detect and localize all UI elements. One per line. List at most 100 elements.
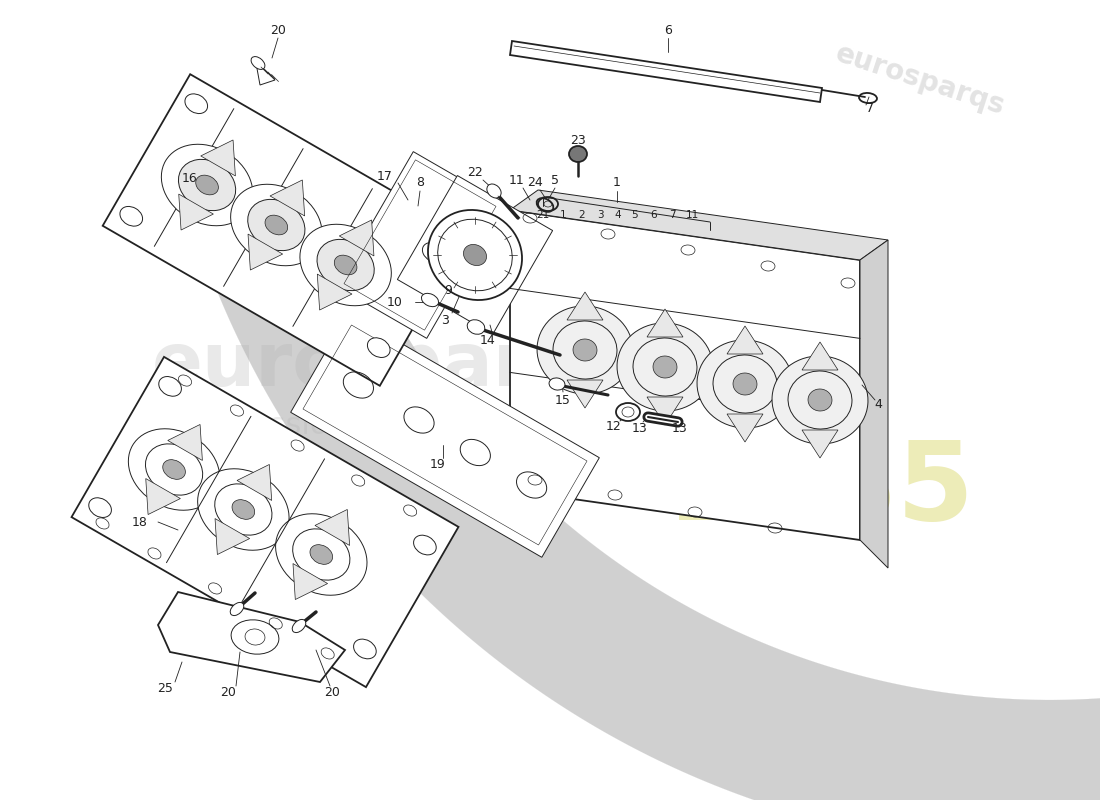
Text: eurosparqs: eurosparqs [832,39,1009,121]
Polygon shape [510,210,860,540]
Text: 12: 12 [606,419,621,433]
Ellipse shape [733,373,757,395]
Ellipse shape [549,378,565,390]
Ellipse shape [310,545,332,564]
Ellipse shape [414,535,437,555]
Polygon shape [315,510,350,546]
Text: 20: 20 [324,686,340,699]
Ellipse shape [265,215,288,235]
Text: 2: 2 [579,210,585,220]
Ellipse shape [468,320,485,334]
Ellipse shape [421,294,439,306]
Polygon shape [802,342,838,370]
Ellipse shape [463,245,486,266]
Ellipse shape [334,255,356,275]
Polygon shape [339,220,374,256]
Text: 7: 7 [866,102,874,114]
Text: 10: 10 [387,295,403,309]
Polygon shape [293,563,328,599]
Ellipse shape [573,339,597,361]
Polygon shape [317,274,352,310]
Text: 1: 1 [560,210,566,220]
Polygon shape [178,194,213,230]
Polygon shape [270,180,305,216]
Text: 13: 13 [672,422,688,435]
Text: eurosparqs: eurosparqs [152,329,628,402]
Polygon shape [336,152,504,338]
Text: 17: 17 [377,170,393,182]
Ellipse shape [129,429,220,510]
Ellipse shape [808,389,832,411]
Ellipse shape [353,639,376,658]
Ellipse shape [569,146,587,162]
Ellipse shape [317,239,374,290]
Polygon shape [256,63,275,85]
Ellipse shape [428,210,522,300]
Polygon shape [236,465,272,501]
Ellipse shape [276,514,367,595]
Text: 3: 3 [596,210,603,220]
Ellipse shape [89,498,111,518]
Ellipse shape [178,159,235,210]
Ellipse shape [293,619,306,633]
Text: 18: 18 [132,515,147,529]
Ellipse shape [120,206,143,226]
Polygon shape [727,326,763,354]
Ellipse shape [231,620,279,654]
Text: 4: 4 [874,398,882,411]
Text: 24: 24 [527,177,543,190]
Ellipse shape [367,338,390,358]
Ellipse shape [248,199,305,250]
Text: 16: 16 [183,171,198,185]
Text: 8: 8 [416,177,424,190]
Text: 5: 5 [631,210,638,220]
Ellipse shape [617,323,713,411]
Text: 1: 1 [613,177,620,190]
Polygon shape [860,240,888,568]
Polygon shape [566,292,603,320]
Polygon shape [72,357,459,687]
Ellipse shape [232,500,255,519]
Ellipse shape [231,184,322,266]
Polygon shape [290,313,600,558]
Text: 9: 9 [444,283,452,297]
Ellipse shape [772,356,868,444]
Text: a passion for parts since: a passion for parts since [204,410,576,439]
Ellipse shape [162,144,253,226]
Text: 6: 6 [664,23,672,37]
Polygon shape [566,380,603,408]
Ellipse shape [616,403,640,421]
Polygon shape [397,175,552,334]
Text: 3: 3 [441,314,449,326]
Polygon shape [510,190,888,260]
Text: 19: 19 [430,458,446,471]
Polygon shape [158,592,345,682]
Text: 13: 13 [632,422,648,435]
Polygon shape [647,309,683,337]
Text: 25: 25 [157,682,173,694]
Text: 6: 6 [651,210,658,220]
Ellipse shape [158,377,182,396]
Text: 20: 20 [271,23,286,37]
Text: 15: 15 [556,394,571,406]
Ellipse shape [163,460,186,479]
Polygon shape [214,518,250,554]
Ellipse shape [196,175,219,195]
Ellipse shape [251,57,265,70]
Text: 11: 11 [685,210,698,220]
Polygon shape [647,397,683,425]
Polygon shape [205,206,1100,800]
Text: 1985: 1985 [666,437,975,543]
Ellipse shape [300,224,392,306]
Text: 23: 23 [570,134,586,146]
Polygon shape [200,140,235,176]
Text: 5: 5 [551,174,559,186]
Ellipse shape [537,306,632,394]
Text: 7: 7 [669,210,675,220]
Text: 11: 11 [509,174,525,186]
Ellipse shape [198,469,289,550]
Polygon shape [145,478,180,514]
Polygon shape [167,425,202,461]
Text: 4: 4 [615,210,622,220]
Ellipse shape [697,340,793,428]
